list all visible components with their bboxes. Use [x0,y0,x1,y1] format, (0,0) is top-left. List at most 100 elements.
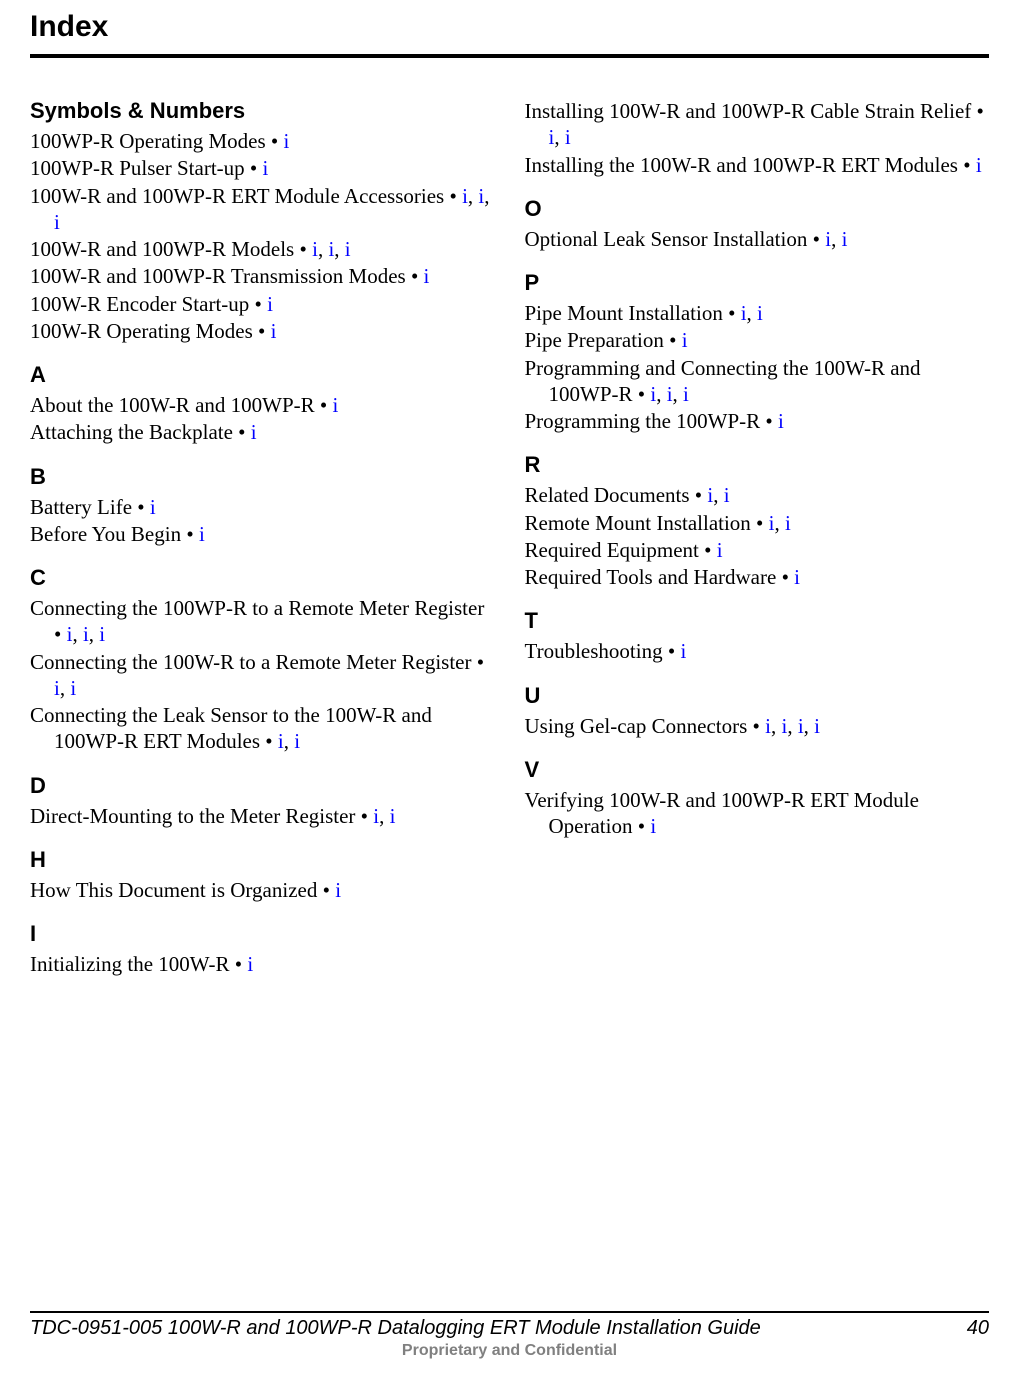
index-entry: Required Equipment • i [525,537,990,563]
index-entry: Optional Leak Sensor Installation • i, i [525,226,990,252]
index-entry: Battery Life • i [30,494,495,520]
index-entry: 100W-R Operating Modes • i [30,318,495,344]
page-ref-link[interactable]: i [650,814,656,838]
page-ref-link[interactable]: i [781,714,787,738]
index-entry: Direct-Mounting to the Meter Register • … [30,803,495,829]
footer-line-1: TDC-0951-005 100W-R and 100WP-R Datalogg… [30,1317,989,1340]
section-heading: D [30,773,495,799]
section-heading: R [525,452,990,478]
page-ref-link[interactable]: i [424,264,430,288]
index-entry: Connecting the 100WP-R to a Remote Meter… [30,595,495,648]
index-entry: Attaching the Backplate • i [30,419,495,445]
page-ref-link[interactable]: i [717,538,723,562]
section-heading: B [30,464,495,490]
page-ref-link[interactable]: i [294,729,300,753]
page-ref-link[interactable]: i [778,409,784,433]
page-ref-link[interactable]: i [785,511,791,535]
index-entry: Verifying 100W-R and 100WP-R ERT Module … [525,787,990,840]
page-ref-link[interactable]: i [312,237,318,261]
page-ref-link[interactable]: i [765,714,771,738]
page-ref-link[interactable]: i [70,676,76,700]
section-heading: H [30,847,495,873]
index-entry: Remote Mount Installation • i, i [525,510,990,536]
index-entry: 100W-R and 100WP-R Models • i, i, i [30,236,495,262]
section-heading: O [525,196,990,222]
page-ref-link[interactable]: i [565,125,571,149]
section-heading: C [30,565,495,591]
page-ref-link[interactable]: i [650,382,656,406]
page-ref-link[interactable]: i [390,804,396,828]
page-ref-link[interactable]: i [825,227,831,251]
page-ref-link[interactable]: i [199,522,205,546]
section-heading: U [525,683,990,709]
section-heading: P [525,270,990,296]
page-ref-link[interactable]: i [99,622,105,646]
page-ref-link[interactable]: i [680,639,686,663]
index-entry: 100WP-R Pulser Start-up • i [30,155,495,181]
index-entry: Initializing the 100W-R • i [30,951,495,977]
index-entry: Pipe Mount Installation • i, i [525,300,990,326]
page-ref-link[interactable]: i [271,319,277,343]
page-ref-link[interactable]: i [707,483,713,507]
page-ref-link[interactable]: i [741,301,747,325]
index-entry: About the 100W-R and 100WP-R • i [30,392,495,418]
page-ref-link[interactable]: i [724,483,730,507]
page-ref-link[interactable]: i [54,210,60,234]
page-ref-link[interactable]: i [549,125,555,149]
index-entry: Pipe Preparation • i [525,327,990,353]
page-ref-link[interactable]: i [373,804,379,828]
page-ref-link[interactable]: i [683,382,689,406]
section-heading: I [30,921,495,947]
page-ref-link[interactable]: i [83,622,89,646]
index-entry: Programming and Connecting the 100W-R an… [525,355,990,408]
index-content: Symbols & Numbers 100WP-R Operating Modes… [30,98,989,978]
page-ref-link[interactable]: i [345,237,351,261]
page-title: Index [30,10,989,44]
index-entry: Installing the 100W-R and 100WP-R ERT Mo… [525,152,990,178]
page-ref-link[interactable]: i [267,292,273,316]
index-entry: Troubleshooting • i [525,638,990,664]
index-entry: Connecting the 100W-R to a Remote Meter … [30,649,495,702]
page-ref-link[interactable]: i [757,301,763,325]
page-ref-link[interactable]: i [54,676,60,700]
page-ref-link[interactable]: i [667,382,673,406]
footer-confidential: Proprietary and Confidential [30,1342,989,1360]
footer-doc-title: TDC-0951-005 100W-R and 100WP-R Datalogg… [30,1317,761,1340]
page-ref-link[interactable]: i [462,184,468,208]
index-entry: Required Tools and Hardware • i [525,564,990,590]
page-ref-link[interactable]: i [150,495,156,519]
page-ref-link[interactable]: i [335,878,341,902]
section-heading: A [30,362,495,388]
section-heading: Symbols & Numbers [30,98,495,124]
page-ref-link[interactable]: i [251,420,257,444]
page-ref-link[interactable]: i [478,184,484,208]
index-entry: 100WP-R Operating Modes • i [30,128,495,154]
index-column: Symbols & Numbers 100WP-R Operating Modes… [30,98,495,978]
page-ref-link[interactable]: i [682,328,688,352]
page-ref-link[interactable]: i [794,565,800,589]
index-entry: 100W-R Encoder Start-up • i [30,291,495,317]
index-entry: Connecting the Leak Sensor to the 100W-R… [30,702,495,755]
page-ref-link[interactable]: i [769,511,775,535]
footer-page-number: 40 [967,1317,989,1340]
page-footer: TDC-0951-005 100W-R and 100WP-R Datalogg… [30,1311,989,1360]
page-ref-link[interactable]: i [333,393,339,417]
index-entry: 100W-R and 100WP-R ERT Module Accessorie… [30,183,495,236]
section-heading: V [525,757,990,783]
page-ref-link[interactable]: i [67,622,73,646]
index-column: Installing 100W-R and 100WP-R Cable Stra… [525,98,990,978]
page-ref-link[interactable]: i [328,237,334,261]
page-ref-link[interactable]: i [814,714,820,738]
page-ref-link[interactable]: i [284,129,290,153]
page-ref-link[interactable]: i [976,153,982,177]
index-entry: Installing 100W-R and 100WP-R Cable Stra… [525,98,990,151]
index-entry: 100W-R and 100WP-R Transmission Modes • … [30,263,495,289]
title-rule [30,54,989,58]
page-ref-link[interactable]: i [798,714,804,738]
page-ref-link[interactable]: i [842,227,848,251]
page-ref-link[interactable]: i [247,952,253,976]
footer-rule [30,1311,989,1313]
index-entry: Programming the 100WP-R • i [525,408,990,434]
page-ref-link[interactable]: i [263,156,269,180]
page-ref-link[interactable]: i [278,729,284,753]
